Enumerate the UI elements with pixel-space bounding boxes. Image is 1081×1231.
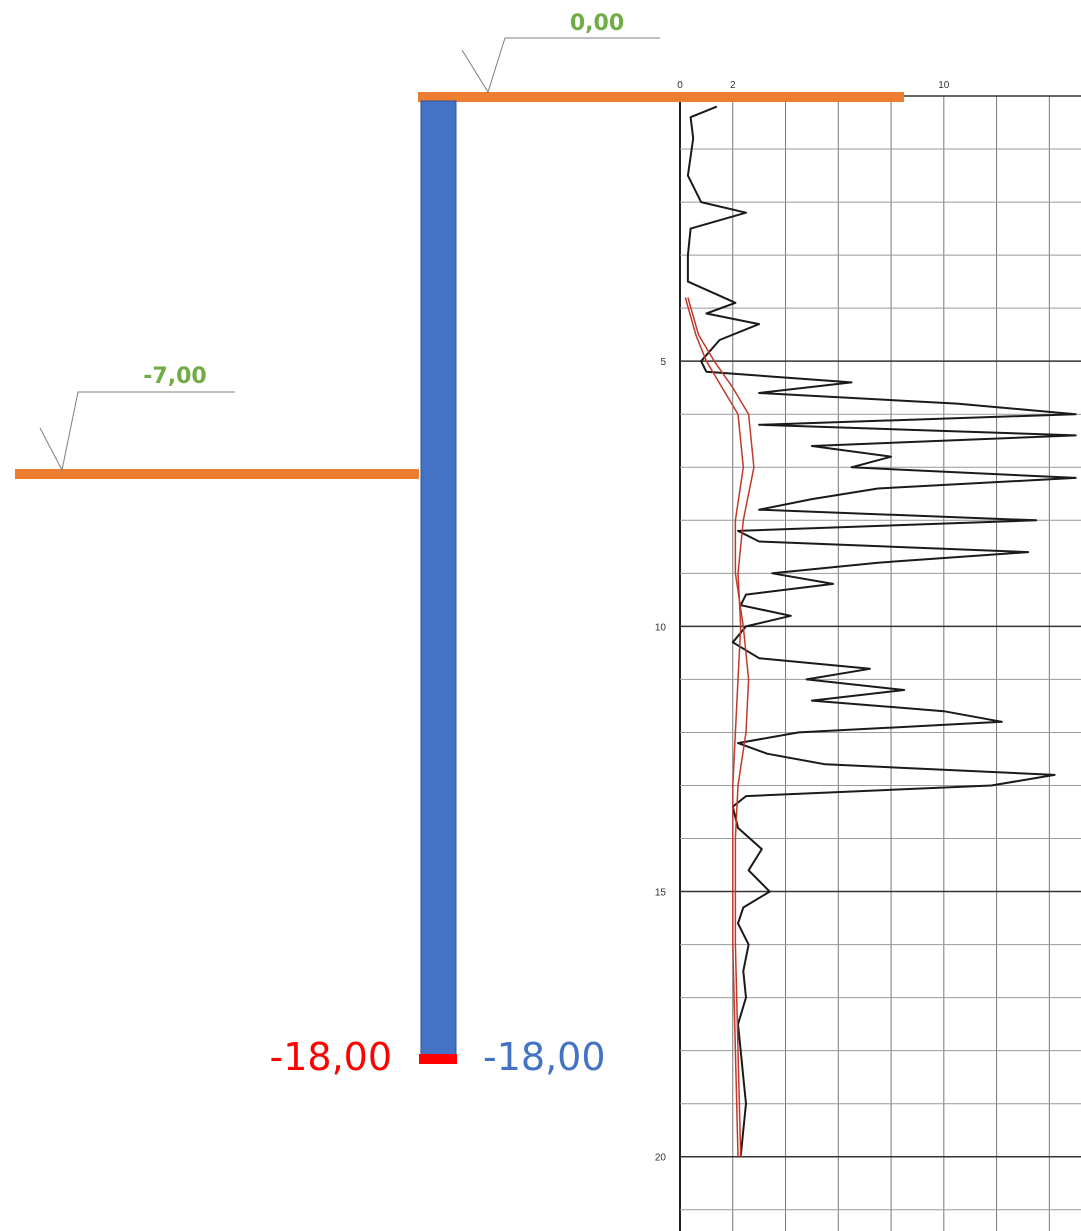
y-tick-label: 5	[660, 357, 666, 368]
y-tick-label: 15	[655, 888, 667, 899]
y-tick-label: 10	[655, 622, 667, 633]
cpt-curves	[684, 105, 1077, 1157]
x-tick-label: 0	[677, 80, 683, 91]
level-marker	[39, 391, 235, 472]
x-tick-label: 2	[730, 80, 736, 91]
cpt-curve	[686, 105, 1077, 1157]
level-marker	[461, 37, 660, 94]
level-label: 0,00	[570, 11, 624, 36]
pile-toe	[419, 1054, 457, 1064]
toe-label: -18,00	[270, 1035, 393, 1079]
level-label: -7,00	[143, 364, 206, 389]
x-tick-label: 10	[938, 80, 950, 91]
cpt-grid: 0 2 10 5 10 15 20	[655, 80, 1081, 1231]
y-tick-label: 20	[655, 1153, 667, 1164]
ground-top	[418, 92, 904, 102]
toe-label: -18,00	[483, 1035, 606, 1079]
cpt-curve	[687, 297, 755, 1157]
ground-excavation	[15, 469, 419, 479]
pile	[420, 100, 457, 1058]
